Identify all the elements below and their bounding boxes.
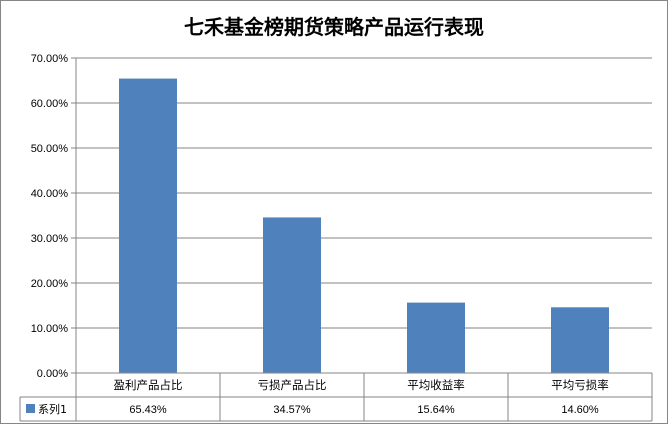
data-value-label: 14.60% (561, 404, 599, 416)
bar (407, 302, 465, 373)
bar (263, 217, 321, 373)
y-tick-label: 50.00% (31, 143, 69, 155)
data-table: 盈利产品占比 65.43% 亏损产品占比 34.57% 平均收益率 15.64% 平均亏损率… (19, 372, 653, 422)
bar (119, 78, 177, 373)
bars (119, 78, 609, 373)
y-tick-label: 30.00% (31, 233, 69, 245)
category-label: 平均亏损率 (551, 378, 609, 392)
y-tick-label: 60.00% (31, 98, 69, 110)
chart-title: 七禾基金榜期货策略产品运行表现 (184, 15, 484, 39)
y-tick-label: 40.00% (31, 188, 69, 200)
legend-swatch (26, 404, 35, 413)
category-label: 亏损产品占比 (258, 378, 327, 392)
legend-label: 系列1 (38, 402, 67, 416)
data-value-label: 34.57% (273, 404, 311, 416)
data-value-label: 15.64% (417, 404, 455, 416)
category-label: 盈利产品占比 (114, 378, 183, 392)
bar (551, 307, 609, 373)
y-tick-label: 70.00% (31, 53, 69, 65)
y-tick-label: 20.00% (31, 278, 69, 290)
y-tick-label: 10.00% (31, 323, 69, 335)
y-tick-label: 0.00% (37, 368, 68, 380)
y-axis: 0.00% 10.00% 20.00% 30.00% 40.00% 50.00% 60.00… (31, 53, 77, 421)
data-value-label: 65.43% (129, 404, 167, 416)
category-label: 平均收益率 (407, 378, 465, 392)
